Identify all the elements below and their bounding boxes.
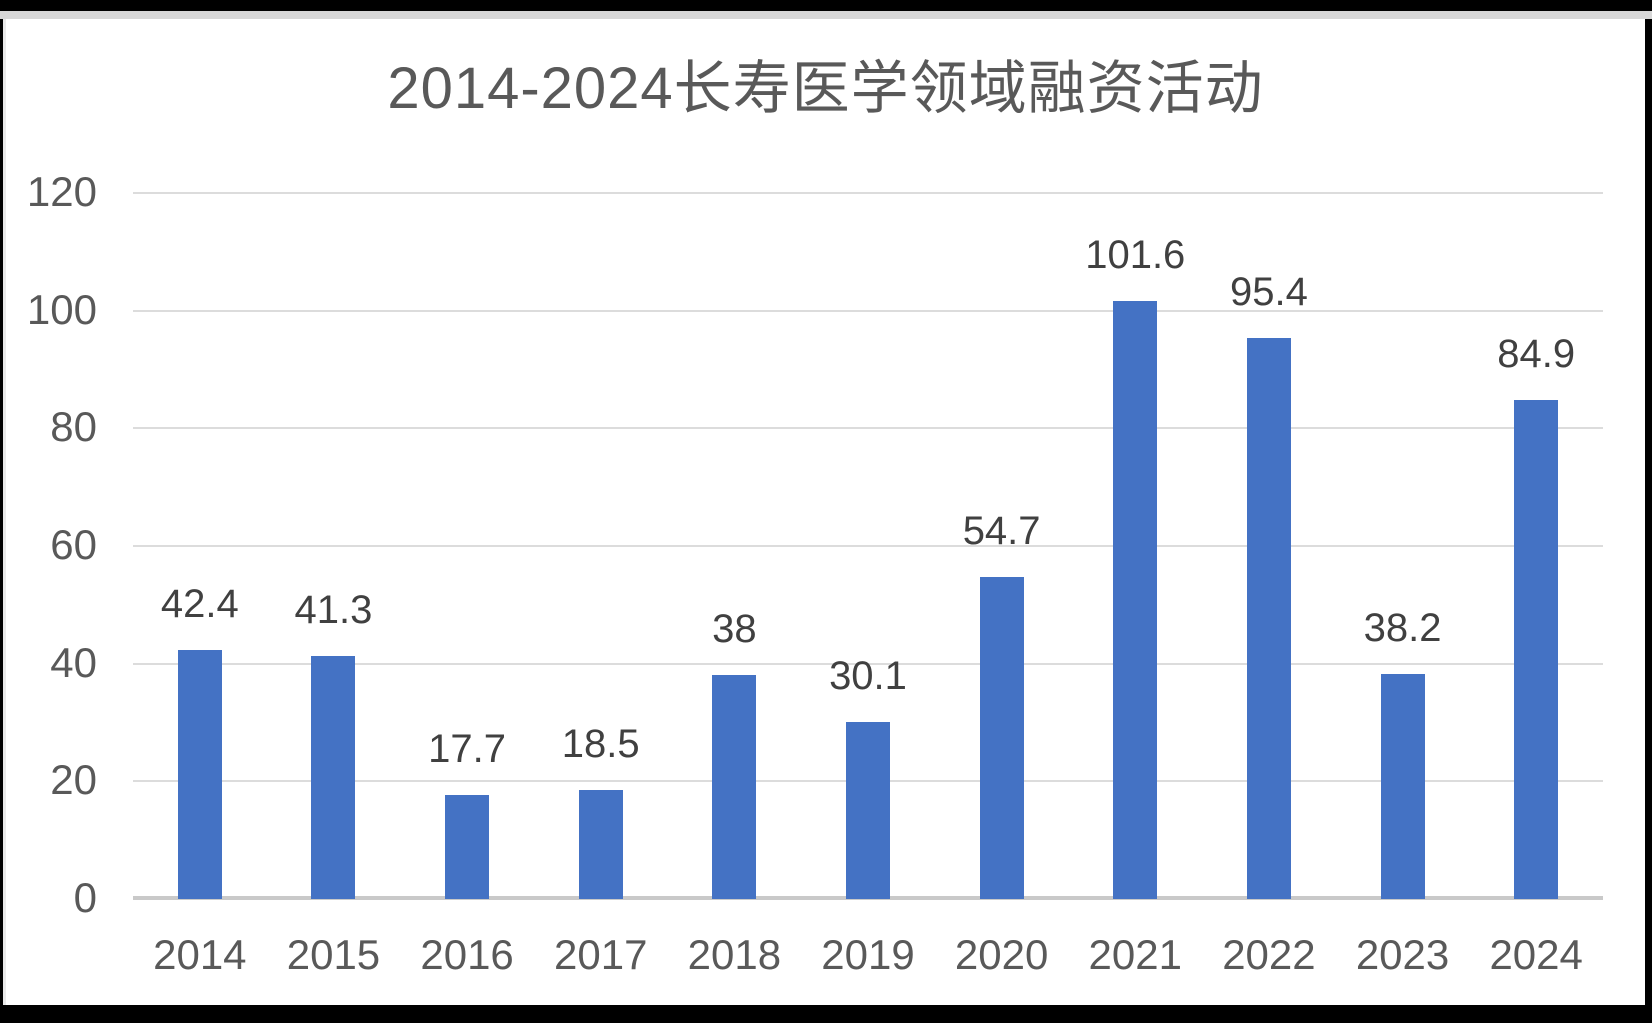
gridline-80	[133, 427, 1603, 430]
bar-value-label-2024: 84.9	[1497, 331, 1576, 376]
bar-value-label-2017: 18.5	[561, 722, 640, 767]
bar-value-label-2022: 95.4	[1229, 269, 1308, 314]
bar-value-label-2016: 17.7	[428, 726, 506, 771]
gridline-60	[133, 545, 1603, 547]
gridline-100	[133, 309, 1603, 312]
x-axis-tick-label-2022: 2022	[1222, 931, 1316, 978]
window-top-strip	[0, 11, 1652, 19]
bar-2015	[311, 656, 356, 899]
y-axis-tick-label: 120	[26, 168, 97, 216]
bar-2021	[1113, 301, 1158, 899]
y-axis-tick-label: 80	[50, 403, 97, 451]
bar-value-label-2020: 54.7	[962, 509, 1041, 554]
bar-2017	[578, 790, 623, 899]
bar-value-label-2015: 41.3	[294, 588, 373, 633]
y-axis-tick-label: 60	[50, 521, 97, 569]
x-axis-tick-label-2014: 2014	[153, 931, 247, 978]
x-axis-tick-label-2020: 2020	[954, 931, 1049, 978]
bar-value-label-2014: 42.4	[160, 581, 239, 626]
y-axis-tick-label: 40	[50, 638, 97, 686]
bar-2024	[1514, 399, 1559, 899]
bar-2019	[846, 721, 890, 899]
bar-2014	[177, 649, 222, 899]
bar-value-label-2018: 38	[712, 607, 757, 652]
bar-value-label-2023: 38.2	[1363, 606, 1442, 651]
chart-card: 2014-2024长寿医学领域融资活动 0 20 40 60 80 100 120 42.4…	[3, 19, 1645, 1005]
chart-title: 2014-2024长寿医学领域融资活动	[387, 56, 1264, 121]
gridline-120	[133, 192, 1603, 194]
x-axis-tick-label-2019: 2019	[821, 931, 915, 978]
y-axis-tick-label: 100	[26, 285, 97, 333]
bar-2016	[445, 794, 490, 899]
gridline-40	[133, 662, 1603, 665]
bar-2022	[1246, 337, 1291, 899]
x-axis-tick-label-2016: 2016	[420, 931, 514, 978]
x-axis-tick-label-2023: 2023	[1355, 931, 1450, 978]
x-axis-tick-label-2017: 2017	[554, 931, 648, 978]
plot-area: 0 20 40 60 80 100 120 42.4 41.3 17.7 18.5 38 30.1 54…	[27, 168, 1603, 978]
x-axis-tick-label-2018: 2018	[687, 931, 782, 978]
y-axis-tick-label: 20	[50, 756, 97, 804]
y-axis-tick-label: 0	[73, 874, 97, 922]
bar-value-label-2021: 101.6	[1085, 233, 1186, 278]
bar-2018	[712, 675, 757, 899]
bar-2023	[1380, 674, 1425, 899]
x-axis-tick-label-2024: 2024	[1489, 931, 1583, 978]
x-axis-tick-label-2015: 2015	[286, 931, 381, 978]
bar-2020	[979, 577, 1024, 899]
bar-value-label-2019: 30.1	[829, 653, 907, 698]
x-axis-tick-label-2021: 2021	[1088, 931, 1182, 978]
